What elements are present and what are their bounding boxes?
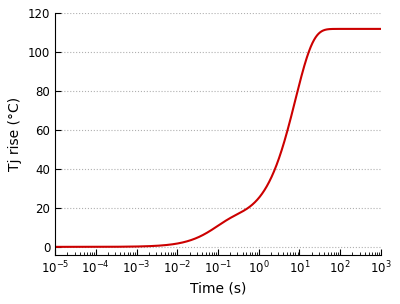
X-axis label: Time (s): Time (s) [190,282,246,296]
Y-axis label: Tj rise (°C): Tj rise (°C) [8,97,22,171]
